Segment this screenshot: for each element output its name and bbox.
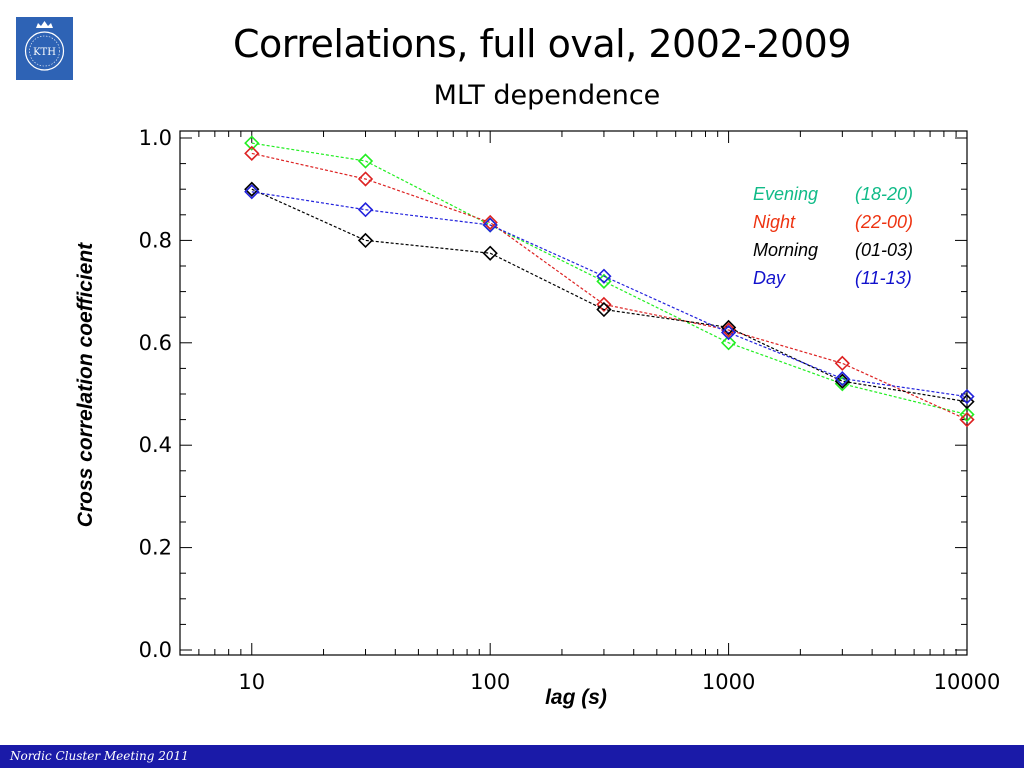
data-point-day	[357, 202, 374, 218]
data-point-day	[720, 324, 737, 341]
data-point-evening	[959, 406, 975, 423]
y-axis-label: Cross correlation coefficient	[74, 242, 97, 527]
x-tick-label: 10000	[934, 670, 1001, 694]
data-point-morning	[596, 301, 612, 318]
correlation-chart: 10 100 1000 10000 0.0 0.2 0.4 0.6 0.8 1.0 lag (s) C…	[74, 126, 1001, 709]
y-tick-label: 0.4	[139, 433, 172, 457]
legend-label-night: Night	[753, 212, 796, 232]
data-point-night	[244, 145, 260, 161]
data-point-evening	[357, 153, 374, 169]
series-line-evening	[251, 142, 968, 416]
data-point-evening	[244, 135, 260, 151]
data-point-morning	[482, 245, 498, 261]
x-tick-label: 100	[470, 670, 510, 694]
data-point-morning	[244, 181, 260, 197]
y-tick-label: 0.0	[139, 638, 172, 662]
x-tick-label: 10	[238, 670, 265, 694]
data-point-night	[834, 355, 850, 371]
data-point-morning	[834, 373, 850, 389]
y-tick-label: 0.6	[139, 331, 172, 355]
data-point-night	[959, 411, 975, 428]
footer-text: Nordic Cluster Meeting 2011	[10, 749, 189, 763]
legend-label-day: Day	[753, 268, 786, 288]
kth-logo: KTH	[16, 17, 73, 80]
data-point-morning	[357, 232, 374, 249]
data-point-night	[482, 214, 498, 231]
data-point-day	[244, 184, 260, 200]
data-point-night	[357, 171, 374, 187]
legend-range-evening: (18-20)	[855, 184, 913, 204]
y-tick-label: 0.2	[139, 536, 172, 560]
legend-label-evening: Evening	[753, 184, 818, 204]
plot-frame	[179, 130, 968, 656]
y-tick-label: 1.0	[139, 126, 172, 150]
footer-bar: Nordic Cluster Meeting 2011	[0, 745, 1024, 768]
slide-subtitle: MLT dependence	[433, 80, 661, 111]
data-point-night	[720, 322, 737, 338]
logo-text: KTH	[33, 47, 56, 58]
series-line-night	[251, 152, 968, 421]
data-point-morning	[720, 319, 737, 336]
slide-title: Correlations, full oval, 2002-2009	[232, 22, 852, 66]
series-line-day	[251, 191, 968, 398]
data-point-day	[834, 371, 850, 387]
legend-range-night: (22-00)	[855, 212, 913, 232]
data-point-evening	[720, 335, 737, 351]
legend-range-morning: (01-03)	[855, 240, 913, 260]
x-tick-label: 1000	[702, 670, 755, 694]
data-point-day	[596, 268, 612, 284]
legend-range-day: (11-13)	[855, 268, 912, 288]
data-point-day	[959, 388, 975, 405]
x-axis-label: lag (s)	[545, 686, 607, 709]
data-point-day	[482, 217, 498, 233]
legend-label-morning: Morning	[753, 240, 818, 260]
y-tick-label: 0.8	[139, 228, 172, 252]
data-point-night	[596, 296, 612, 313]
series-line-morning	[251, 188, 968, 403]
